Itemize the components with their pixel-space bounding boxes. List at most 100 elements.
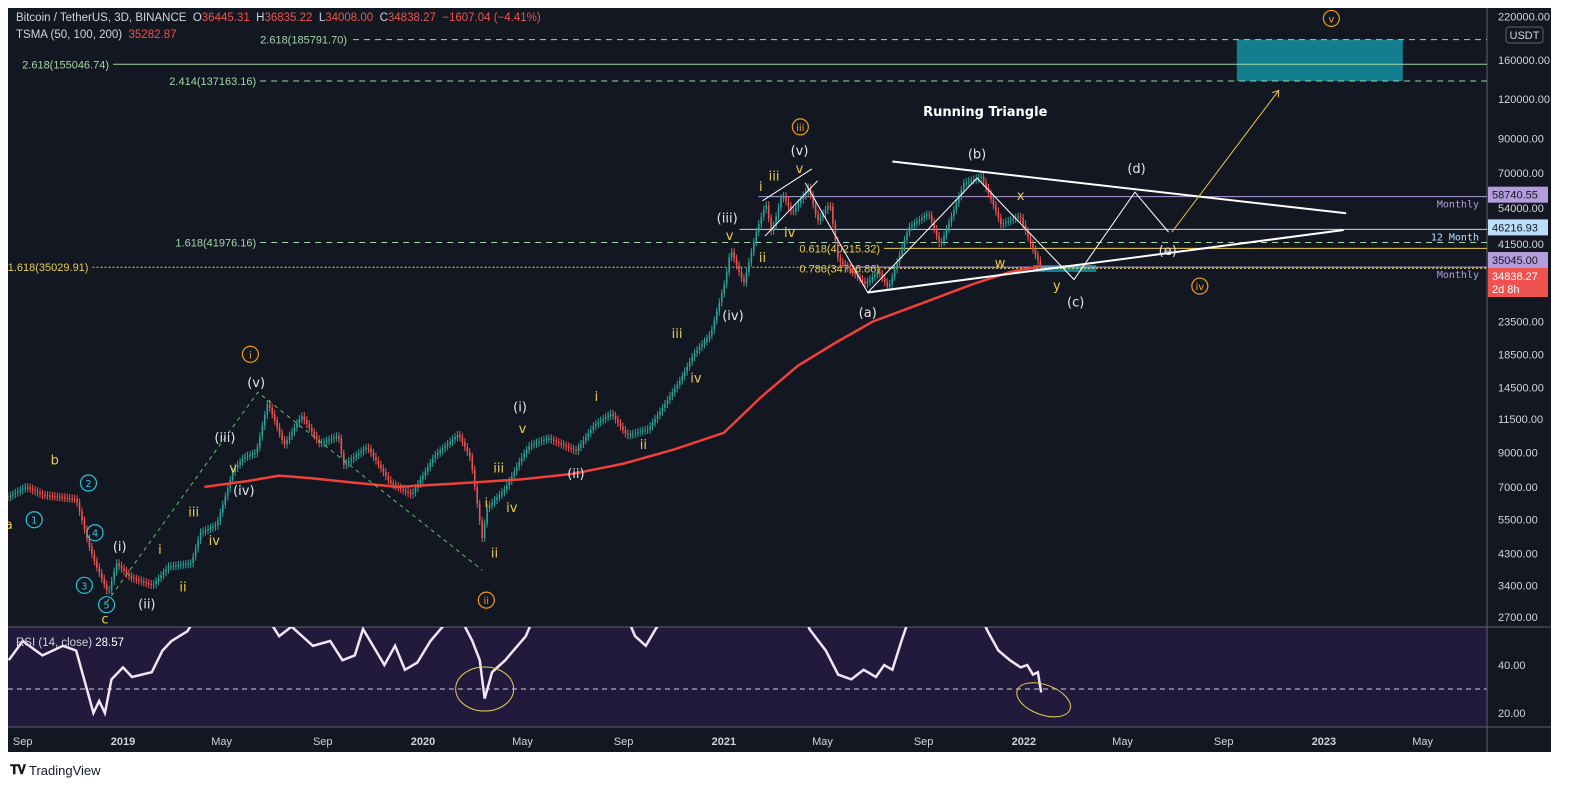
fib-level-label: 2.618(185791.70): [260, 35, 347, 47]
wave-label: iii: [493, 462, 504, 477]
candle-body: [476, 486, 479, 504]
candle-body: [207, 528, 209, 531]
wave-label: ii: [484, 596, 490, 607]
candle-body: [350, 459, 353, 461]
candle-body: [876, 272, 879, 275]
fib-level-label: 0.786(34726.86): [799, 263, 880, 275]
candle-body: [204, 530, 207, 532]
candle-body: [459, 434, 461, 438]
wave-label: 1: [31, 516, 37, 527]
candle-body: [182, 564, 185, 566]
wave-label: (i): [513, 401, 527, 416]
tradingview-logo[interactable]: 𝐓𝐕 TradingView: [10, 762, 101, 778]
candle-body: [938, 236, 940, 244]
symbol-title[interactable]: Bitcoin / TetherUS, 3D, BINANCE: [16, 12, 187, 24]
candle-body: [496, 497, 498, 501]
candle-body: [251, 453, 254, 455]
candle-body: [29, 487, 31, 489]
trendline: [804, 177, 1169, 294]
candle-body: [128, 573, 130, 577]
candle-body: [782, 196, 785, 199]
currency-badge[interactable]: [1505, 26, 1544, 44]
candle-body: [617, 419, 619, 423]
candle-body: [244, 456, 246, 459]
price-axis: 220000.00 160000.00 120000.00 90000.00 70000…: [1488, 12, 1550, 720]
candle-body: [921, 218, 923, 220]
fib-level-label: 2.414(137163.16): [169, 76, 256, 88]
candle-body: [231, 471, 234, 481]
candle-body: [441, 448, 444, 451]
price-axis-tick: 23500.00: [1498, 317, 1544, 329]
candle-body: [39, 492, 41, 494]
price-axis-tick: 54000.00: [1498, 203, 1544, 215]
candle-body: [31, 488, 34, 491]
candle-body: [392, 483, 395, 485]
fib-level-label: 0.618(40215.32): [799, 243, 880, 255]
candle-body: [140, 580, 143, 582]
candle-body: [812, 195, 814, 205]
candle-body: [730, 252, 733, 258]
candle-body: [370, 448, 372, 453]
candle-body: [446, 443, 449, 447]
candle-body: [501, 492, 503, 495]
candle-body: [972, 179, 975, 181]
open-value: 36445.31: [201, 12, 250, 24]
candle-body: [797, 203, 800, 208]
trendline: [867, 229, 1344, 294]
candle-body: [177, 565, 180, 567]
candle-body: [431, 458, 434, 463]
candle-body: [486, 508, 488, 524]
candle-body: [147, 583, 150, 585]
rsi-legend[interactable]: RSI (14, close) 28.57: [16, 637, 124, 649]
candle-body: [194, 548, 197, 557]
price-axis-tick: 160000.00: [1498, 55, 1550, 67]
candle-body: [46, 495, 49, 497]
rsi-title: RSI (14, close): [16, 637, 95, 649]
candle-body: [686, 366, 688, 372]
candle-body: [518, 461, 521, 467]
candle-body: [997, 211, 1000, 218]
candle-body: [389, 480, 392, 484]
candle-body: [1002, 223, 1005, 225]
candle-body: [266, 404, 269, 415]
sma-200-line: [204, 264, 1042, 489]
time-axis-tick: 2021: [712, 736, 736, 748]
candle-body: [545, 438, 548, 440]
time-axis-tick: Sep: [313, 736, 333, 748]
candle-body: [930, 215, 933, 223]
candle-body: [355, 455, 357, 458]
candle-body: [935, 229, 938, 237]
candle-body: [1009, 219, 1012, 221]
candle-body: [157, 578, 160, 582]
candle-body: [1032, 243, 1034, 250]
candle-body: [434, 454, 437, 459]
candle-body: [357, 453, 360, 456]
candle-body: [506, 485, 508, 490]
candle-body: [162, 572, 165, 576]
candle-body: [360, 451, 362, 454]
wave-label: iv: [690, 371, 702, 386]
candle-body: [115, 563, 118, 572]
wave-label-circle: [791, 118, 809, 136]
indicator-title[interactable]: TSMA (50, 100, 200): [16, 29, 123, 41]
candle-body: [380, 464, 382, 469]
candle-body: [56, 496, 59, 498]
candle-body: [683, 371, 686, 377]
wave-label: (i): [113, 540, 127, 555]
candle-body: [674, 388, 676, 393]
candle-body: [520, 457, 523, 462]
wave-label: (e): [1159, 244, 1177, 259]
candle-body: [175, 565, 177, 567]
candle-body: [1039, 260, 1042, 267]
candle-body: [666, 400, 669, 405]
candle-body: [21, 488, 24, 491]
candle-body: [691, 356, 693, 362]
wave-label: i: [759, 180, 763, 195]
candle-body: [770, 218, 772, 231]
chart-canvas[interactable]: 2.618(185791.70) 2.618(155046.74) 2.414(13…: [0, 0, 1591, 760]
candle-body: [325, 440, 328, 442]
candle-body: [217, 520, 219, 526]
candle-body: [671, 392, 674, 397]
wave-label: i: [158, 543, 162, 558]
candle-body: [649, 426, 651, 430]
